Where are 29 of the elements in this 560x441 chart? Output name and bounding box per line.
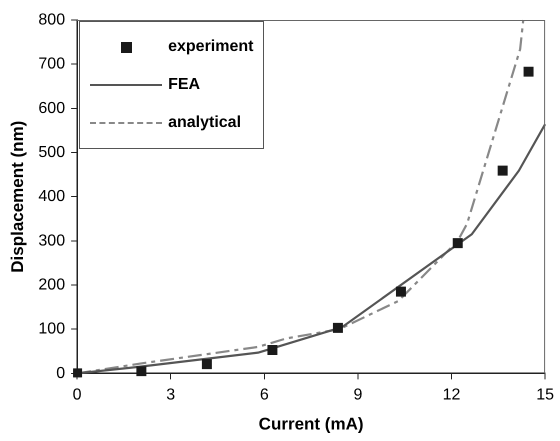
- x-axis-title: Current (mA): [258, 414, 364, 434]
- y-tick-label: 500: [38, 144, 66, 161]
- legend-label: analytical: [168, 114, 242, 132]
- point: [332, 322, 343, 333]
- x-tick-label: 6: [260, 386, 269, 404]
- y-tick-label: 600: [38, 100, 66, 117]
- point: [267, 345, 278, 355]
- y-tick-label: 100: [38, 320, 66, 338]
- y-tick-label: 200: [38, 276, 66, 294]
- x-tick-label: 9: [353, 386, 362, 404]
- y-tick-label: 800: [38, 11, 66, 28]
- x-tick-label: 3: [166, 386, 176, 404]
- x-tick-label: 12: [442, 386, 460, 404]
- x-tick-label: 15: [536, 386, 554, 404]
- point: [452, 238, 463, 248]
- y-tick-label: 0: [56, 364, 66, 382]
- legend-label: FEA: [168, 76, 200, 94]
- point: [73, 368, 82, 378]
- y-axis-title: Displacement (nm): [8, 120, 27, 273]
- y-tick-label: 300: [38, 232, 66, 250]
- point: [396, 286, 406, 297]
- x-tick-label: 0: [72, 386, 82, 404]
- point: [202, 359, 212, 370]
- y-tick-label: 400: [38, 188, 66, 206]
- legend-label: experiment: [168, 38, 254, 56]
- y-tick-label: 700: [38, 56, 66, 73]
- point: [498, 166, 508, 176]
- point: [524, 66, 534, 77]
- point: [136, 366, 146, 376]
